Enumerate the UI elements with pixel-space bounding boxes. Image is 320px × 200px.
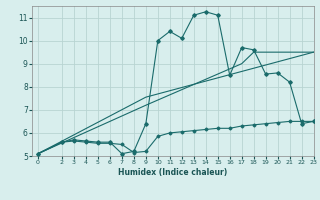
X-axis label: Humidex (Indice chaleur): Humidex (Indice chaleur) bbox=[118, 168, 228, 177]
